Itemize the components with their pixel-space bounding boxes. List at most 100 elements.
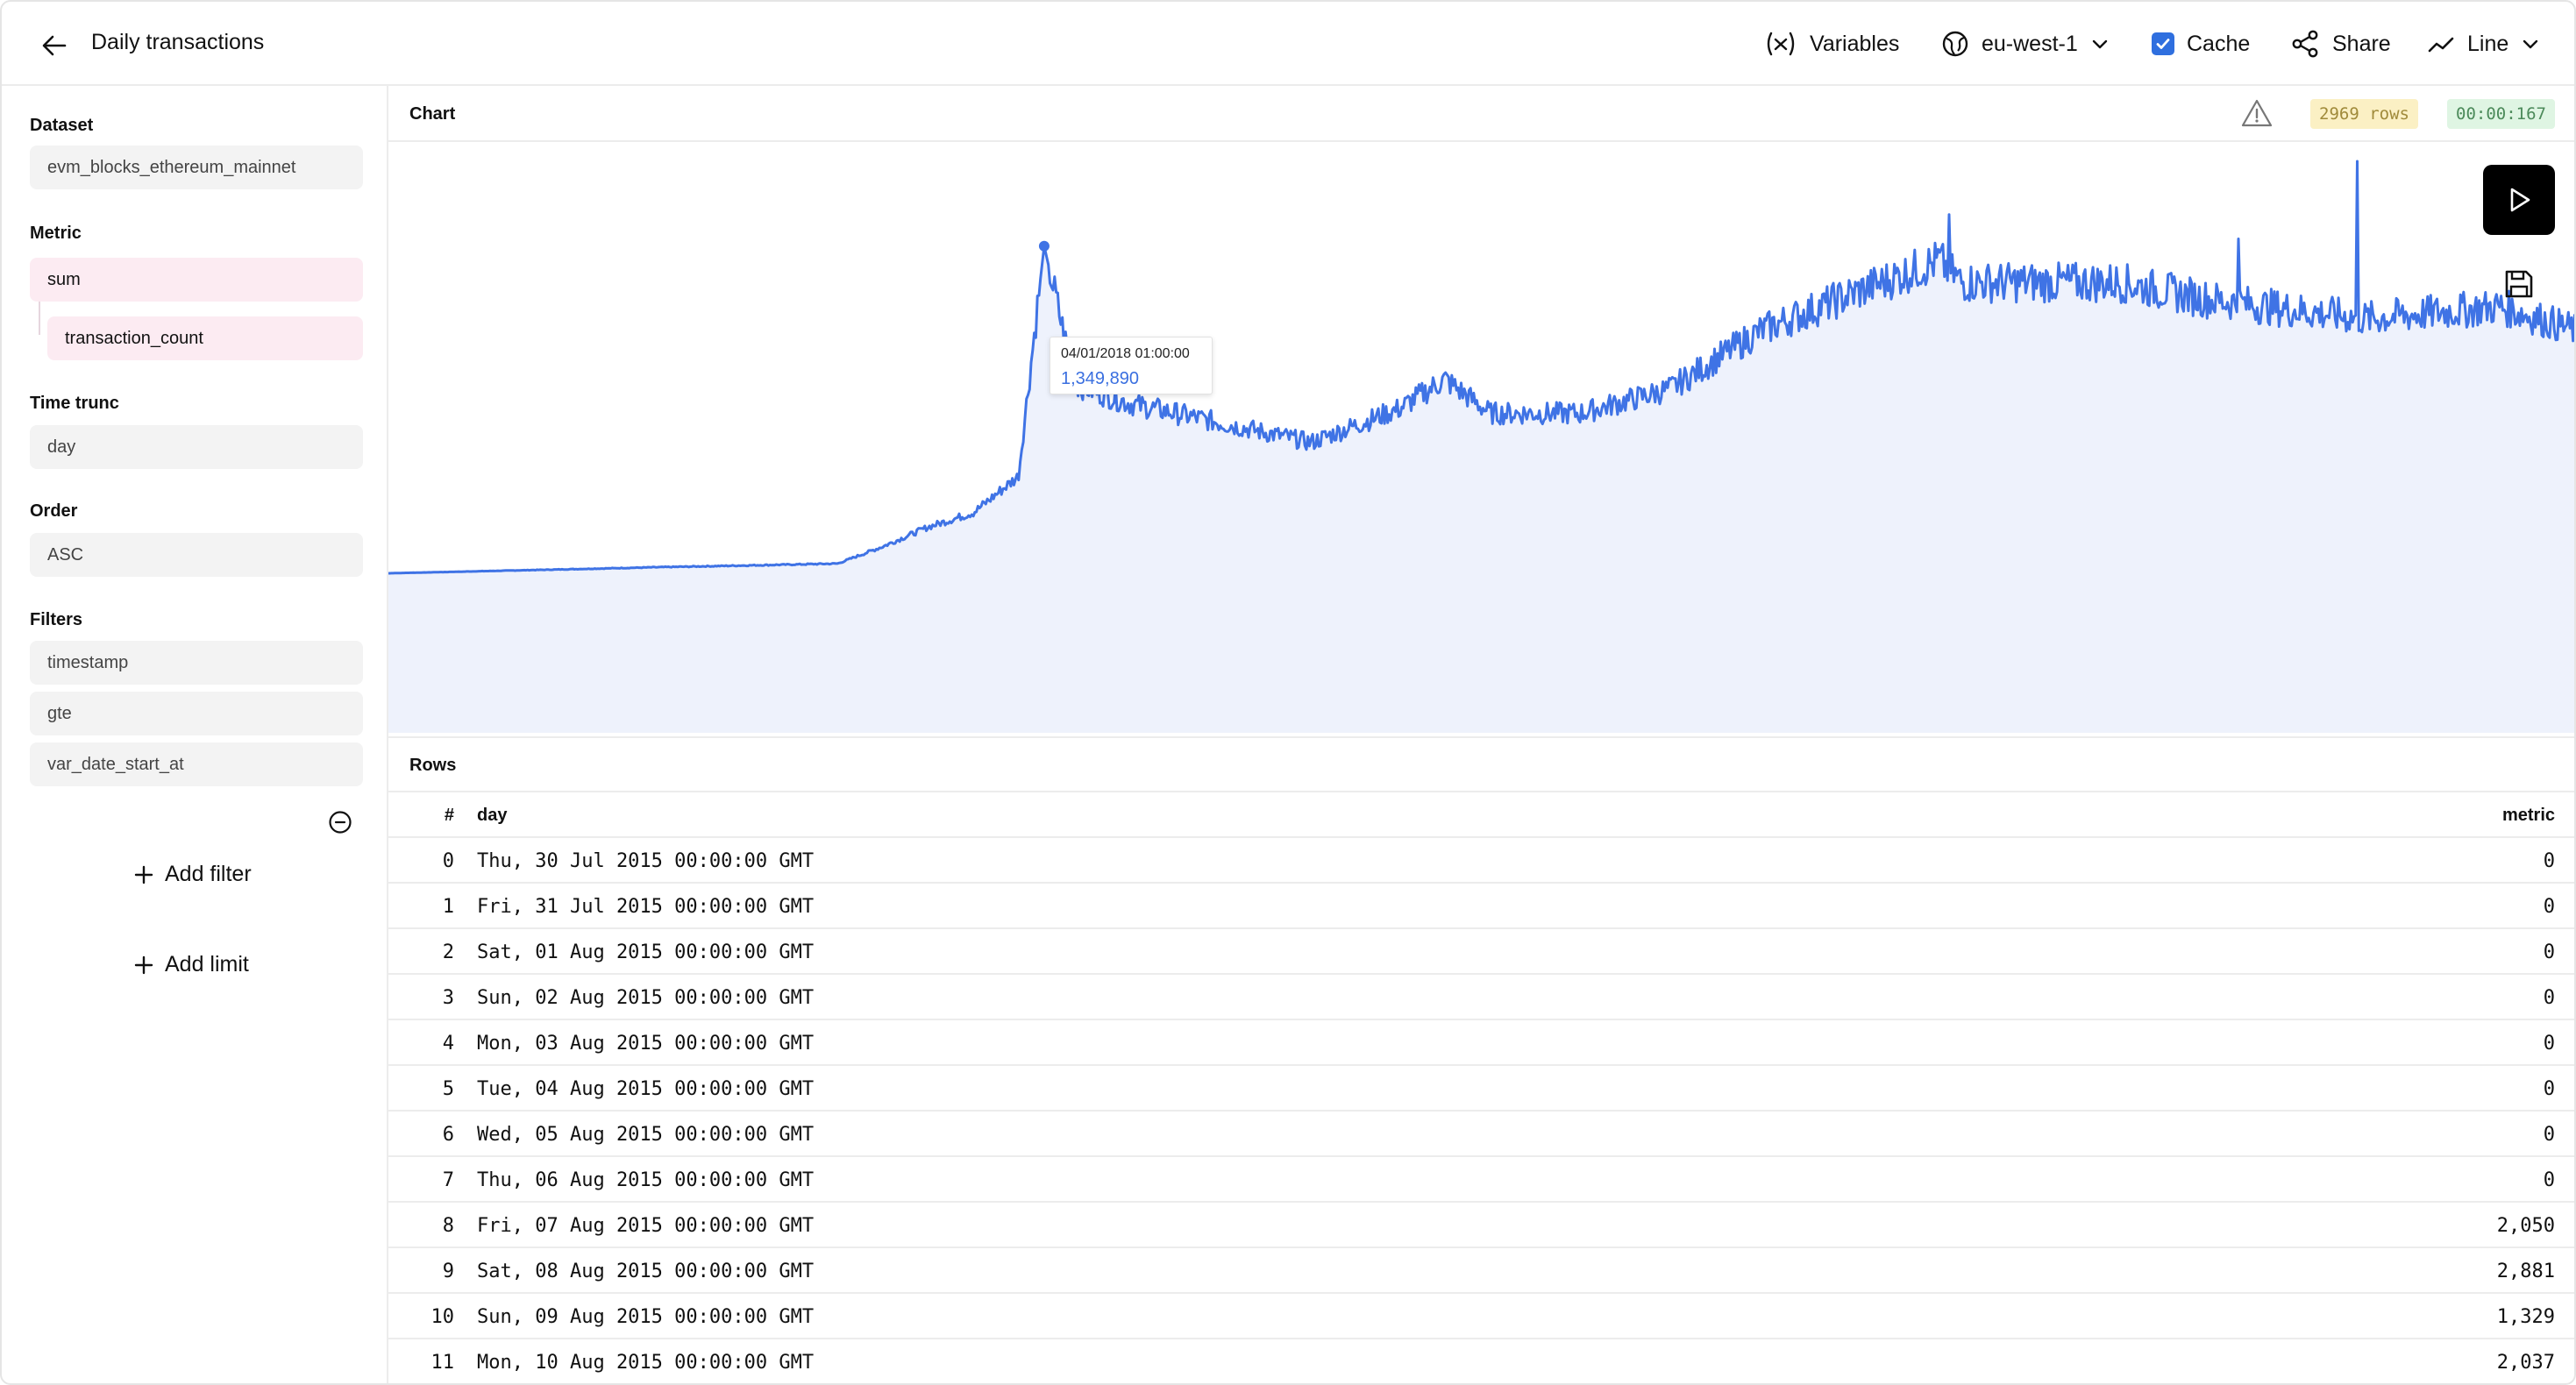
filter-column-select[interactable]: timestamp <box>30 641 363 685</box>
row-day: Fri, 31 Jul 2015 00:00:00 GMT <box>477 896 815 918</box>
row-day: Sat, 08 Aug 2015 00:00:00 GMT <box>477 1261 815 1282</box>
row-day: Wed, 05 Aug 2015 00:00:00 GMT <box>477 1124 815 1146</box>
share-button[interactable]: Share <box>2290 25 2391 63</box>
row-metric: 0 <box>2543 1078 2555 1100</box>
region-label: eu-west-1 <box>1982 31 2078 56</box>
add-filter-label: Add filter <box>165 862 252 886</box>
table-row[interactable]: 3 Sun, 02 Aug 2015 00:00:00 GMT 0 <box>388 975 2574 1020</box>
metric-column-select[interactable]: transaction_count <box>47 316 363 360</box>
plus-icon <box>134 865 153 884</box>
checkmark-icon <box>2156 39 2170 49</box>
column-header-index: # <box>444 806 454 825</box>
warning-icon[interactable] <box>2241 98 2273 128</box>
query-time-badge: 00:00:167 <box>2447 99 2555 129</box>
rows-panel-header: Rows <box>388 738 2574 792</box>
rows-title: Rows <box>409 756 457 775</box>
page-title: Daily transactions <box>91 30 265 54</box>
row-index: 7 <box>442 1169 454 1191</box>
row-index: 2 <box>442 941 454 963</box>
tooltip-date: 04/01/2018 01:00:00 <box>1061 346 1190 361</box>
row-index: 5 <box>442 1078 454 1100</box>
row-index: 10 <box>431 1306 455 1328</box>
time-trunc-select[interactable]: day <box>30 425 363 469</box>
minus-circle-icon <box>329 811 352 834</box>
chart-title: Chart <box>409 104 456 124</box>
table-row[interactable]: 8 Fri, 07 Aug 2015 00:00:00 GMT 2,050 <box>388 1203 2574 1248</box>
remove-filter-button[interactable] <box>328 810 352 835</box>
row-day: Thu, 06 Aug 2015 00:00:00 GMT <box>477 1169 815 1191</box>
row-index: 4 <box>442 1033 454 1055</box>
row-metric: 0 <box>2543 1124 2555 1146</box>
row-metric: 0 <box>2543 1033 2555 1055</box>
region-select[interactable]: eu-west-1 <box>1941 25 2110 63</box>
table-row[interactable]: 6 Wed, 05 Aug 2015 00:00:00 GMT 0 <box>388 1112 2574 1157</box>
order-heading: Order <box>30 501 78 521</box>
back-button[interactable] <box>37 28 72 63</box>
top-bar: Daily transactions Variables eu-west-1 C… <box>2 2 2574 86</box>
order-select[interactable]: ASC <box>30 533 363 577</box>
row-index: 0 <box>442 850 454 872</box>
row-day: Sun, 09 Aug 2015 00:00:00 GMT <box>477 1306 815 1328</box>
table-row[interactable]: 2 Sat, 01 Aug 2015 00:00:00 GMT 0 <box>388 929 2574 975</box>
row-metric: 2,881 <box>2496 1261 2555 1282</box>
column-header-metric[interactable]: metric <box>2501 806 2555 825</box>
row-metric: 0 <box>2543 850 2555 872</box>
save-button[interactable] <box>2501 266 2537 302</box>
arrow-left-icon <box>42 35 67 56</box>
filter-operator-select[interactable]: gte <box>30 692 363 735</box>
row-day: Sat, 01 Aug 2015 00:00:00 GMT <box>477 941 815 963</box>
row-day: Fri, 07 Aug 2015 00:00:00 GMT <box>477 1215 815 1237</box>
line-chart-icon <box>2428 37 2454 53</box>
globe-icon <box>1942 31 1968 57</box>
rows-panel: Rows # day metric 0 Thu, 30 Jul 2015 00:0… <box>388 736 2574 1383</box>
variables-button[interactable]: Variables <box>1764 25 1899 63</box>
row-day: Sun, 02 Aug 2015 00:00:00 GMT <box>477 987 815 1009</box>
area-chart[interactable] <box>388 142 2576 735</box>
chart-area-fill <box>388 161 2574 733</box>
cache-toggle[interactable]: Cache <box>2152 25 2250 63</box>
table-row[interactable]: 10 Sun, 09 Aug 2015 00:00:00 GMT 1,329 <box>388 1294 2574 1339</box>
row-index: 6 <box>442 1124 454 1146</box>
column-header-day[interactable]: day <box>477 806 508 825</box>
chart-panel: Chart 2969 rows 00:00:167 04/01/2018 01:… <box>388 86 2574 736</box>
row-index: 3 <box>442 987 454 1009</box>
filter-value-input[interactable]: var_date_start_at <box>30 742 363 786</box>
table-row[interactable]: 4 Mon, 03 Aug 2015 00:00:00 GMT 0 <box>388 1020 2574 1066</box>
hovered-data-point[interactable] <box>1038 240 1050 252</box>
cache-label: Cache <box>2187 31 2251 56</box>
metric-heading: Metric <box>30 224 82 243</box>
variable-icon <box>1767 32 1795 56</box>
chevron-down-icon <box>2523 39 2538 49</box>
row-index: 1 <box>442 896 454 918</box>
table-row[interactable]: 11 Mon, 10 Aug 2015 00:00:00 GMT 2,037 <box>388 1339 2574 1383</box>
metric-function-select[interactable]: sum <box>30 258 363 302</box>
plus-icon <box>134 955 153 974</box>
row-count-badge: 2969 rows <box>2310 99 2418 129</box>
row-index: 8 <box>442 1215 454 1237</box>
chart-type-select[interactable]: Line <box>2427 25 2540 63</box>
row-metric: 0 <box>2543 987 2555 1009</box>
add-limit-label: Add limit <box>165 952 249 977</box>
chart-series-line <box>388 160 2574 575</box>
table-header-row: # day metric <box>388 792 2574 838</box>
add-limit-button[interactable]: Add limit <box>133 952 249 977</box>
table-row[interactable]: 5 Tue, 04 Aug 2015 00:00:00 GMT 0 <box>388 1066 2574 1112</box>
play-icon <box>2510 188 2530 212</box>
table-row[interactable]: 1 Fri, 31 Jul 2015 00:00:00 GMT 0 <box>388 884 2574 929</box>
dataset-select[interactable]: evm_blocks_ethereum_mainnet <box>30 146 363 189</box>
row-metric: 0 <box>2543 941 2555 963</box>
run-query-button[interactable] <box>2483 165 2555 235</box>
table-row[interactable]: 0 Thu, 30 Jul 2015 00:00:00 GMT 0 <box>388 838 2574 884</box>
results-table: # day metric 0 Thu, 30 Jul 2015 00:00:00 … <box>388 792 2574 1383</box>
cache-checkbox[interactable] <box>2152 32 2174 55</box>
chart-type-label: Line <box>2467 31 2509 56</box>
row-metric: 2,037 <box>2496 1352 2555 1374</box>
row-index: 11 <box>431 1352 455 1374</box>
variables-label: Variables <box>1810 31 1900 56</box>
chart-tooltip: 04/01/2018 01:00:00 1,349,890 <box>1050 337 1213 394</box>
table-row[interactable]: 9 Sat, 08 Aug 2015 00:00:00 GMT 2,881 <box>388 1248 2574 1294</box>
filters-heading: Filters <box>30 610 83 629</box>
table-row[interactable]: 7 Thu, 06 Aug 2015 00:00:00 GMT 0 <box>388 1157 2574 1203</box>
row-day: Tue, 04 Aug 2015 00:00:00 GMT <box>477 1078 815 1100</box>
add-filter-button[interactable]: Add filter <box>133 862 252 887</box>
